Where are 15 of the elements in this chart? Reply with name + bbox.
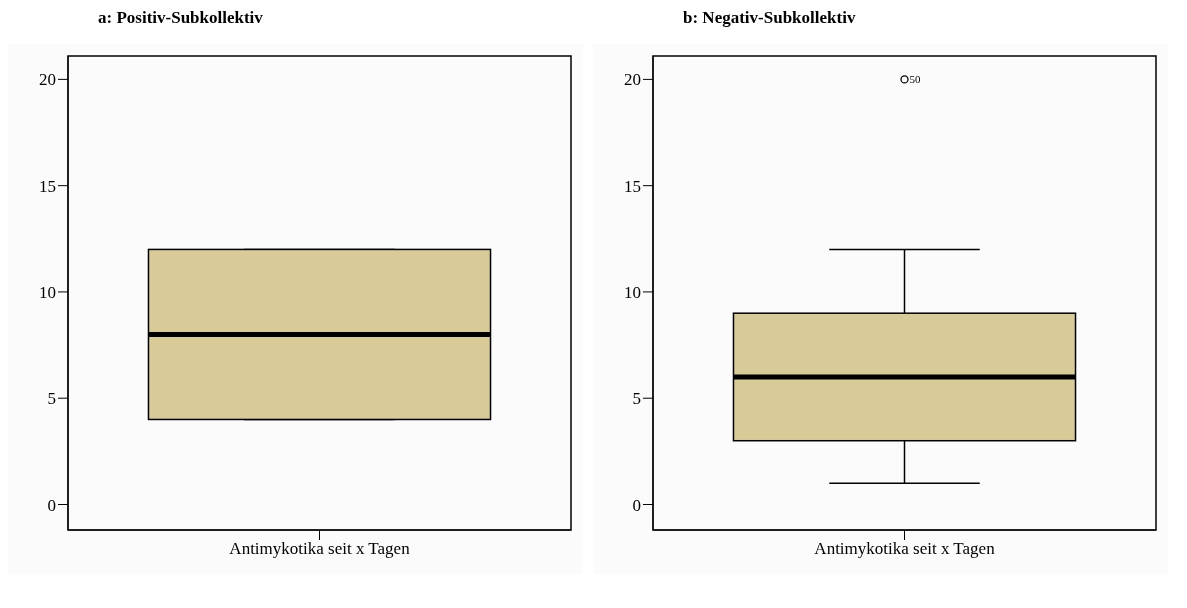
x-tick-label: Antimykotika seit x Tagen (229, 539, 411, 559)
y-tick-label: 20 (39, 70, 56, 90)
y-tick-label: 15 (39, 176, 56, 196)
y-tick-label: 0 (632, 495, 641, 515)
chart-title: b: Negativ-Subkollektiv (682, 8, 857, 29)
y-tick-label: 20 (624, 70, 641, 90)
x-tick-label: Antimykotika seit x Tagen (814, 539, 996, 559)
y-tick-label: 10 (624, 282, 641, 302)
y-tick-label: 5 (47, 389, 56, 409)
chart-title: a: Positiv-Subkollektiv (97, 8, 264, 29)
y-tick-label: 10 (39, 282, 56, 302)
y-tick-label: 0 (47, 495, 56, 515)
y-tick-label: 5 (632, 389, 641, 409)
y-tick-label: 15 (624, 176, 641, 196)
annotation: 50 (909, 73, 921, 86)
